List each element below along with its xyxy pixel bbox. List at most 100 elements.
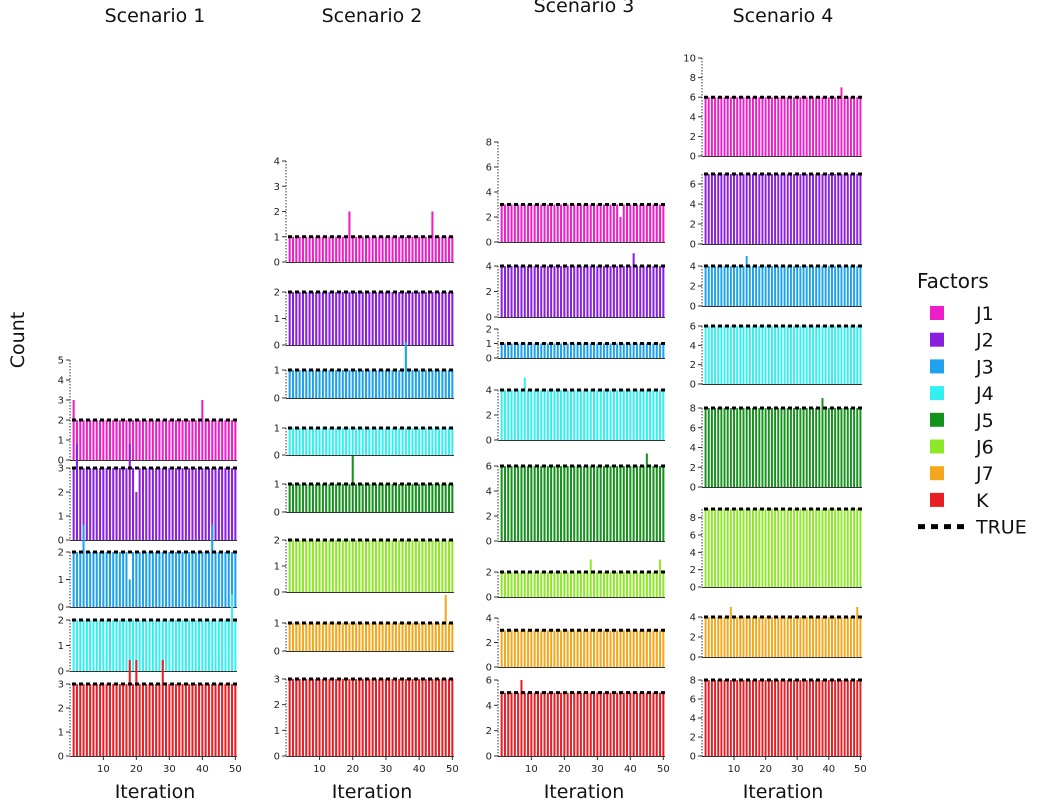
bar (724, 509, 726, 587)
bar (853, 408, 855, 487)
bar (208, 620, 210, 671)
bar (299, 540, 301, 592)
bar (705, 326, 707, 384)
bar (215, 552, 217, 607)
bar (514, 390, 516, 440)
bar (603, 630, 605, 667)
bar (507, 572, 509, 597)
bar (739, 509, 741, 587)
x-tick-label: 40 (413, 764, 426, 775)
bar (736, 680, 738, 756)
y-tick-label: 0 (690, 752, 696, 763)
bar (834, 680, 836, 756)
bar (560, 630, 562, 667)
bar (231, 684, 233, 756)
bar (421, 428, 423, 455)
bar (739, 97, 741, 156)
bar (378, 540, 380, 592)
bar (112, 620, 114, 671)
bar (534, 572, 536, 597)
bar (603, 572, 605, 597)
y-tick-label: 0 (486, 313, 492, 324)
bar (626, 344, 628, 359)
panel-j4: 01 (274, 424, 454, 462)
bar (593, 344, 595, 359)
bar (408, 679, 410, 756)
bar (198, 552, 200, 607)
bar (646, 693, 648, 756)
bar (859, 174, 861, 244)
bar (362, 237, 364, 262)
bar (573, 205, 575, 243)
bar (152, 620, 154, 671)
y-tick-label: 6 (486, 462, 492, 473)
bar (365, 679, 367, 756)
bar (649, 466, 651, 541)
bar (408, 370, 410, 398)
bar (122, 552, 124, 607)
bar (777, 509, 779, 587)
bar (411, 484, 413, 512)
bar (524, 344, 526, 359)
bar (803, 680, 805, 756)
bar (629, 466, 631, 541)
y-tick-label: 1 (274, 480, 280, 491)
bar (639, 572, 641, 597)
bar (799, 617, 801, 657)
bar (112, 420, 114, 460)
bar (165, 468, 167, 540)
bar (803, 509, 805, 587)
bar (733, 617, 735, 657)
bar (319, 370, 321, 398)
bar (818, 326, 820, 384)
bar (228, 420, 230, 460)
bar (319, 292, 321, 345)
bar (777, 97, 779, 156)
y-tick-label: 1 (58, 436, 64, 447)
bar (853, 326, 855, 384)
bar (796, 509, 798, 587)
bar (774, 680, 776, 756)
bar (322, 623, 324, 651)
y-tick-label: 2 (58, 704, 64, 715)
y-tick-label: 4 (690, 548, 696, 559)
bar (831, 509, 833, 587)
panel-k: 0123 (58, 660, 237, 763)
bar (806, 326, 808, 384)
bar (646, 390, 648, 440)
bar (299, 370, 301, 398)
bar (623, 630, 625, 667)
bar (405, 484, 407, 512)
bar (175, 420, 177, 460)
bar (73, 552, 75, 607)
bar (451, 623, 453, 651)
bar (544, 630, 546, 667)
bar (352, 237, 354, 262)
bar (517, 205, 519, 243)
bar (736, 408, 738, 487)
bar (834, 174, 836, 244)
bar (208, 684, 210, 756)
bar (365, 428, 367, 455)
bar (563, 572, 565, 597)
bar (299, 428, 301, 455)
bar (332, 540, 334, 592)
bar (191, 684, 193, 756)
y-tick-label: 1 (58, 728, 64, 739)
bar (375, 679, 377, 756)
bar (853, 97, 855, 156)
legend-item-j5: J5 (930, 410, 994, 432)
bar (812, 97, 814, 156)
bar (421, 237, 423, 262)
bar (727, 617, 729, 657)
bar (415, 237, 417, 262)
legend-item-true: TRUE (918, 517, 1027, 539)
bar (844, 326, 846, 384)
bar (771, 408, 773, 487)
bar (365, 370, 367, 398)
bar (822, 509, 824, 587)
bar (812, 617, 814, 657)
bar (793, 266, 795, 306)
bar (398, 679, 400, 756)
